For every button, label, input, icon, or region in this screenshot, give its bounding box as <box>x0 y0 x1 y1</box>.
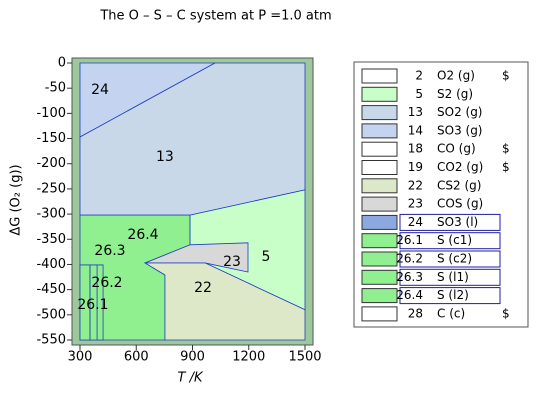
legend-flag: $ <box>502 160 510 174</box>
legend-code: 5 <box>415 87 423 101</box>
x-tick-label: 600 <box>124 350 149 365</box>
y-tick-label: -250 <box>36 181 66 196</box>
region-label: 26.1 <box>77 297 108 313</box>
legend-label: S (c1) <box>437 233 472 247</box>
legend-code: 13 <box>408 105 423 119</box>
region <box>79 264 91 341</box>
legend-label: CO (g) <box>437 142 476 156</box>
legend-code: 23 <box>408 197 423 211</box>
y-axis-label: ΔG (O₂ (g)) <box>9 164 24 235</box>
y-tick-label: -50 <box>45 81 66 96</box>
x-axis-label: T /K <box>178 371 204 386</box>
legend-flag: $ <box>502 306 510 320</box>
legend-label: CO2 (g) <box>437 160 483 174</box>
y-tick-label: -100 <box>36 106 66 121</box>
legend-label: SO3 (g) <box>437 123 483 137</box>
legend-label: COS (g) <box>437 197 483 211</box>
x-tick-label: 300 <box>68 350 93 365</box>
y-tick-label: -400 <box>36 257 66 272</box>
region <box>143 262 306 341</box>
legend-swatch <box>361 214 398 230</box>
region-label: 5 <box>262 249 271 265</box>
y-tick-label: -300 <box>36 207 66 222</box>
legend-flag: $ <box>502 69 510 83</box>
legend-swatch <box>361 306 398 322</box>
legend-swatch <box>361 86 398 102</box>
legend-label: S (l2) <box>437 288 469 302</box>
legend-code: 28 <box>408 306 423 320</box>
legend-code: 14 <box>408 123 423 137</box>
legend-code: 26.3 <box>396 270 423 284</box>
region-label: 26.2 <box>91 275 122 291</box>
legend-swatch <box>361 251 398 267</box>
region-label: 26.4 <box>127 227 158 243</box>
region-label: 26.3 <box>94 243 125 259</box>
y-tick-label: -500 <box>36 307 66 322</box>
legend-code: 22 <box>408 178 423 192</box>
x-tick-label: 900 <box>180 350 205 365</box>
x-tick-label: 1200 <box>232 350 265 365</box>
legend-flag: $ <box>502 142 510 156</box>
legend-label: S (c2) <box>437 252 472 266</box>
legend-label: S (l1) <box>437 270 469 284</box>
x-tick-label: 1500 <box>288 350 321 365</box>
legend-code: 26.4 <box>396 288 423 302</box>
legend-swatch <box>361 141 398 157</box>
chart-title: The O – S – C system at P =1.0 atm <box>99 9 331 24</box>
legend-swatch <box>361 68 398 84</box>
legend-label: O2 (g) <box>437 69 475 83</box>
legend-swatch <box>361 178 398 194</box>
legend-code: 18 <box>408 142 423 156</box>
legend-code: 24 <box>408 215 423 229</box>
legend-label: CS2 (g) <box>437 178 481 192</box>
legend-entry-box <box>399 268 501 286</box>
y-tick-label: -450 <box>36 282 66 297</box>
legend-entry-box <box>399 250 501 268</box>
legend-entry-box <box>399 213 501 231</box>
y-tick-label: -200 <box>36 156 66 171</box>
legend-swatch <box>361 196 398 212</box>
legend-label: S2 (g) <box>437 87 473 101</box>
y-tick-label: -350 <box>36 232 66 247</box>
region-label: 23 <box>223 254 241 270</box>
legend-code: 26.2 <box>396 252 423 266</box>
legend-swatch <box>361 123 398 139</box>
legend-swatch <box>361 160 398 175</box>
legend-swatch <box>361 269 398 285</box>
legend-entry-box <box>399 287 501 305</box>
region-label: 24 <box>91 82 109 98</box>
legend-swatch <box>361 105 398 121</box>
y-tick-label: 0 <box>58 56 66 71</box>
region-label: 22 <box>194 280 212 296</box>
legend-label: C (c) <box>437 306 465 320</box>
legend-code: 26.1 <box>396 233 423 247</box>
legend-label: SO2 (g) <box>437 105 483 119</box>
legend-swatch <box>361 288 398 304</box>
region-label: 13 <box>156 149 174 165</box>
legend-code: 2 <box>415 69 423 83</box>
y-tick-label: -550 <box>36 333 66 348</box>
legend-label: SO3 (l) <box>437 215 478 229</box>
y-tick-label: -150 <box>36 131 66 146</box>
legend-swatch <box>361 233 398 249</box>
legend-entry-box <box>399 232 501 250</box>
legend-code: 19 <box>408 160 423 174</box>
